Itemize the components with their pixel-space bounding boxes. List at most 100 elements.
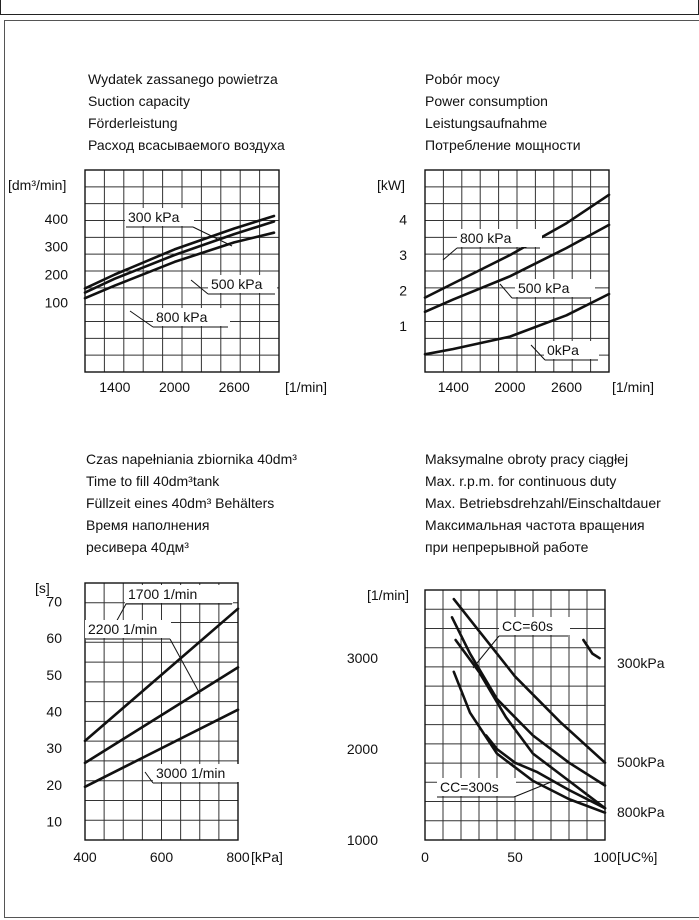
x-tick-label: 600 [150,849,174,865]
annotation-leader [472,635,500,669]
series-line [452,597,607,765]
y-tick-label: 400 [45,211,69,227]
chart2-title-en: Power consumption [425,93,548,109]
y-tick-label: 3000 [347,650,378,666]
series-line [83,607,240,743]
series-annotation: 2200 1/min [88,621,157,637]
y-tick-label: 70 [46,593,62,609]
annotation-leader [499,283,513,299]
chart2-title-ru: Потребление мощности [425,137,581,153]
annotation-bg [125,585,233,603]
annotation-leader [190,279,209,295]
x-tick-label: 2600 [219,379,250,395]
x-tick-label: 100 [593,849,617,865]
series-annotation: 1700 1/min [128,586,197,602]
annotation-bg [457,229,542,247]
series-line [83,220,276,294]
y-tick-label: 100 [45,294,69,310]
series-line [484,734,607,810]
y-axis-label: [dm³/min] [8,177,66,193]
annotation-bg [499,617,570,635]
y-tick-label: 50 [46,667,62,683]
series-annotation: 3000 1/min [156,765,225,781]
x-tick-label: 800 [226,849,250,865]
series-line [582,638,601,660]
chart-2: 1400 2000 2600 1 2 3 4 [kW] [1/min] 800 kPa 500 kP… [377,169,654,395]
x-tick-label: 50 [507,849,523,865]
chart1-title-ru: Расход всасываемого воздуха [88,137,285,153]
annotation-bg [208,275,277,293]
series-line [423,223,611,314]
annotation-bg [544,341,599,359]
series-annotation: 300kPa [617,655,665,671]
series-line [83,214,276,290]
series-annotation: 500 kPa [211,276,263,292]
x-axis-label: [UC%] [617,849,657,865]
x-axis-label: [kPa] [251,849,283,865]
y-tick-label: 30 [46,740,62,756]
series-line [83,708,240,789]
annotation-leader [192,226,233,247]
y-tick-label: 60 [46,630,62,646]
y-axis-label: [kW] [377,177,405,193]
y-tick-label: 200 [45,266,69,282]
chart1-title-pl: Wydatek zassanego powietrza [88,71,278,87]
annotation-leader [129,310,154,328]
x-tick-label: 2600 [551,379,582,395]
chart3-title-de: Füllzeit eines 40dm³ Behälters [86,495,275,511]
series-line [83,231,276,300]
chart1-title-en: Suction capacity [88,93,190,109]
series-line [450,615,607,787]
y-tick-label: 2000 [347,741,378,757]
series-annotation: 0kPa [547,342,579,358]
chart3-title-ru-1: Время наполнения [86,517,210,533]
chart4-title-en: Max. r.p.m. for continuous duty [425,473,617,489]
plot-border [424,169,610,373]
x-tick-label: 2000 [494,379,525,395]
chart3-title-block: Czas napełniania zbiornika 40dm³ Time to… [86,448,297,558]
chart2-title-de: Leistungsaufnahme [425,115,548,131]
series-line [423,193,611,299]
chart2-title-block: Pobór mocy Power consumption Leistungsau… [425,68,581,156]
annotation-bg [125,208,194,226]
series-line [454,638,607,810]
series-annotation: 800kPa [617,804,665,820]
annotation-leader [513,781,552,798]
x-tick-label: 400 [73,849,97,865]
series-annotation: 500kPa [617,754,665,770]
series-annotation: 300 kPa [128,209,180,225]
x-tick-label: 1400 [99,379,130,395]
y-tick-label: 4 [399,212,407,228]
y-tick-label: 40 [46,704,62,720]
annotation-bg [437,778,516,796]
x-tick-label: 2000 [159,379,190,395]
chart4-title-block: Maksymalne obroty pracy ciągłej Max. r.p… [425,448,661,558]
series-line [83,666,240,765]
chart3-title-pl: Czas napełniania zbiornika 40dm³ [86,451,297,467]
chart1-title-de: Förderleistung [88,115,178,131]
annotation-bg [153,308,230,326]
chart3-title-en: Time to fill 40dm³tank [86,473,220,489]
annotation-leader [530,344,546,361]
x-axis-label: [1/min] [612,379,654,395]
chart-4: 0 50 100 1000 2000 3000 [1/min] [UC%] CC=60s CC=3… [347,587,665,865]
y-tick-label: 2 [399,282,407,298]
series-annotation: CC=60s [502,618,553,634]
x-tick-label: 1400 [438,379,469,395]
series-line [423,292,611,356]
series-annotation: 800 kPa [156,309,208,325]
annotation-bg [85,620,171,638]
annotation-leader [442,247,458,261]
annotation-leader [169,638,201,695]
series-annotation: 500 kPa [518,280,570,296]
chart4-title-pl: Maksymalne obroty pracy ciągłej [425,451,629,467]
annotation-bg [515,279,595,297]
x-axis-label: [1/min] [285,379,327,395]
chart4-title-de: Max. Betriebsdrehzahl/Einschaltdauer [425,495,661,511]
page-frame [4,20,699,918]
chart-1: 1400 2000 2600 100 200 300 400 [dm³/min] [1/min]… [8,169,327,395]
y-tick-label: 10 [46,814,62,830]
y-tick-label: 1 [399,318,407,334]
annotation-leader [144,771,154,784]
